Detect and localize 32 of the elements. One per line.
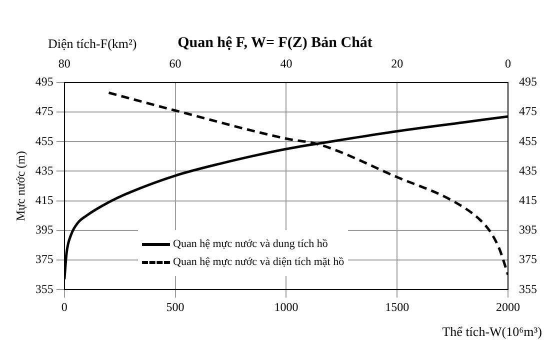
- x2-tick-label: 20: [391, 56, 404, 70]
- x2-tick-label: 60: [169, 56, 182, 70]
- y2-tick-label: 375: [519, 252, 537, 266]
- legend-label: Quan hệ mực nước và dung tích hồ: [173, 238, 328, 250]
- x2-tick-label: 80: [58, 56, 70, 70]
- y-tick-label: 455: [35, 134, 54, 148]
- legend-label: Quan hệ mực nước và diện tích mặt hồ: [173, 256, 344, 268]
- x-tick-label: 1000: [274, 300, 298, 314]
- y-tick-label: 415: [35, 192, 54, 207]
- y2-tick-label: 495: [519, 74, 537, 89]
- x2-tick-label: 0: [505, 56, 511, 70]
- x-axis-title: Thể tích-W(10⁶m³): [442, 324, 542, 340]
- y2-tick-label: 355: [519, 282, 537, 296]
- chart-title: Quan hệ F, W= F(Z) Bản Chát: [178, 34, 372, 51]
- y-tick-label: 435: [35, 163, 54, 178]
- y2-tick-label: 455: [519, 134, 537, 148]
- y-tick-label: 355: [35, 282, 54, 296]
- y-tick-label: 375: [35, 252, 54, 266]
- y2-tick-label: 435: [519, 163, 537, 178]
- x-tick-label: 2000: [496, 300, 520, 314]
- x-tick-label: 0: [61, 300, 68, 314]
- y-tick-label: 395: [35, 222, 54, 237]
- y2-tick-label: 475: [519, 104, 537, 118]
- y-axis-title: Mực nước (m): [13, 150, 28, 222]
- x-tick-label: 500: [166, 300, 184, 314]
- x2-axis-title: Diện tích-F(km²): [48, 36, 137, 52]
- y-tick-label: 495: [35, 74, 54, 89]
- y2-tick-label: 395: [519, 222, 537, 237]
- x-tick-label: 1500: [385, 300, 410, 314]
- x2-tick-label: 40: [280, 56, 292, 70]
- y-tick-label: 475: [35, 104, 54, 118]
- y2-tick-label: 415: [519, 192, 537, 207]
